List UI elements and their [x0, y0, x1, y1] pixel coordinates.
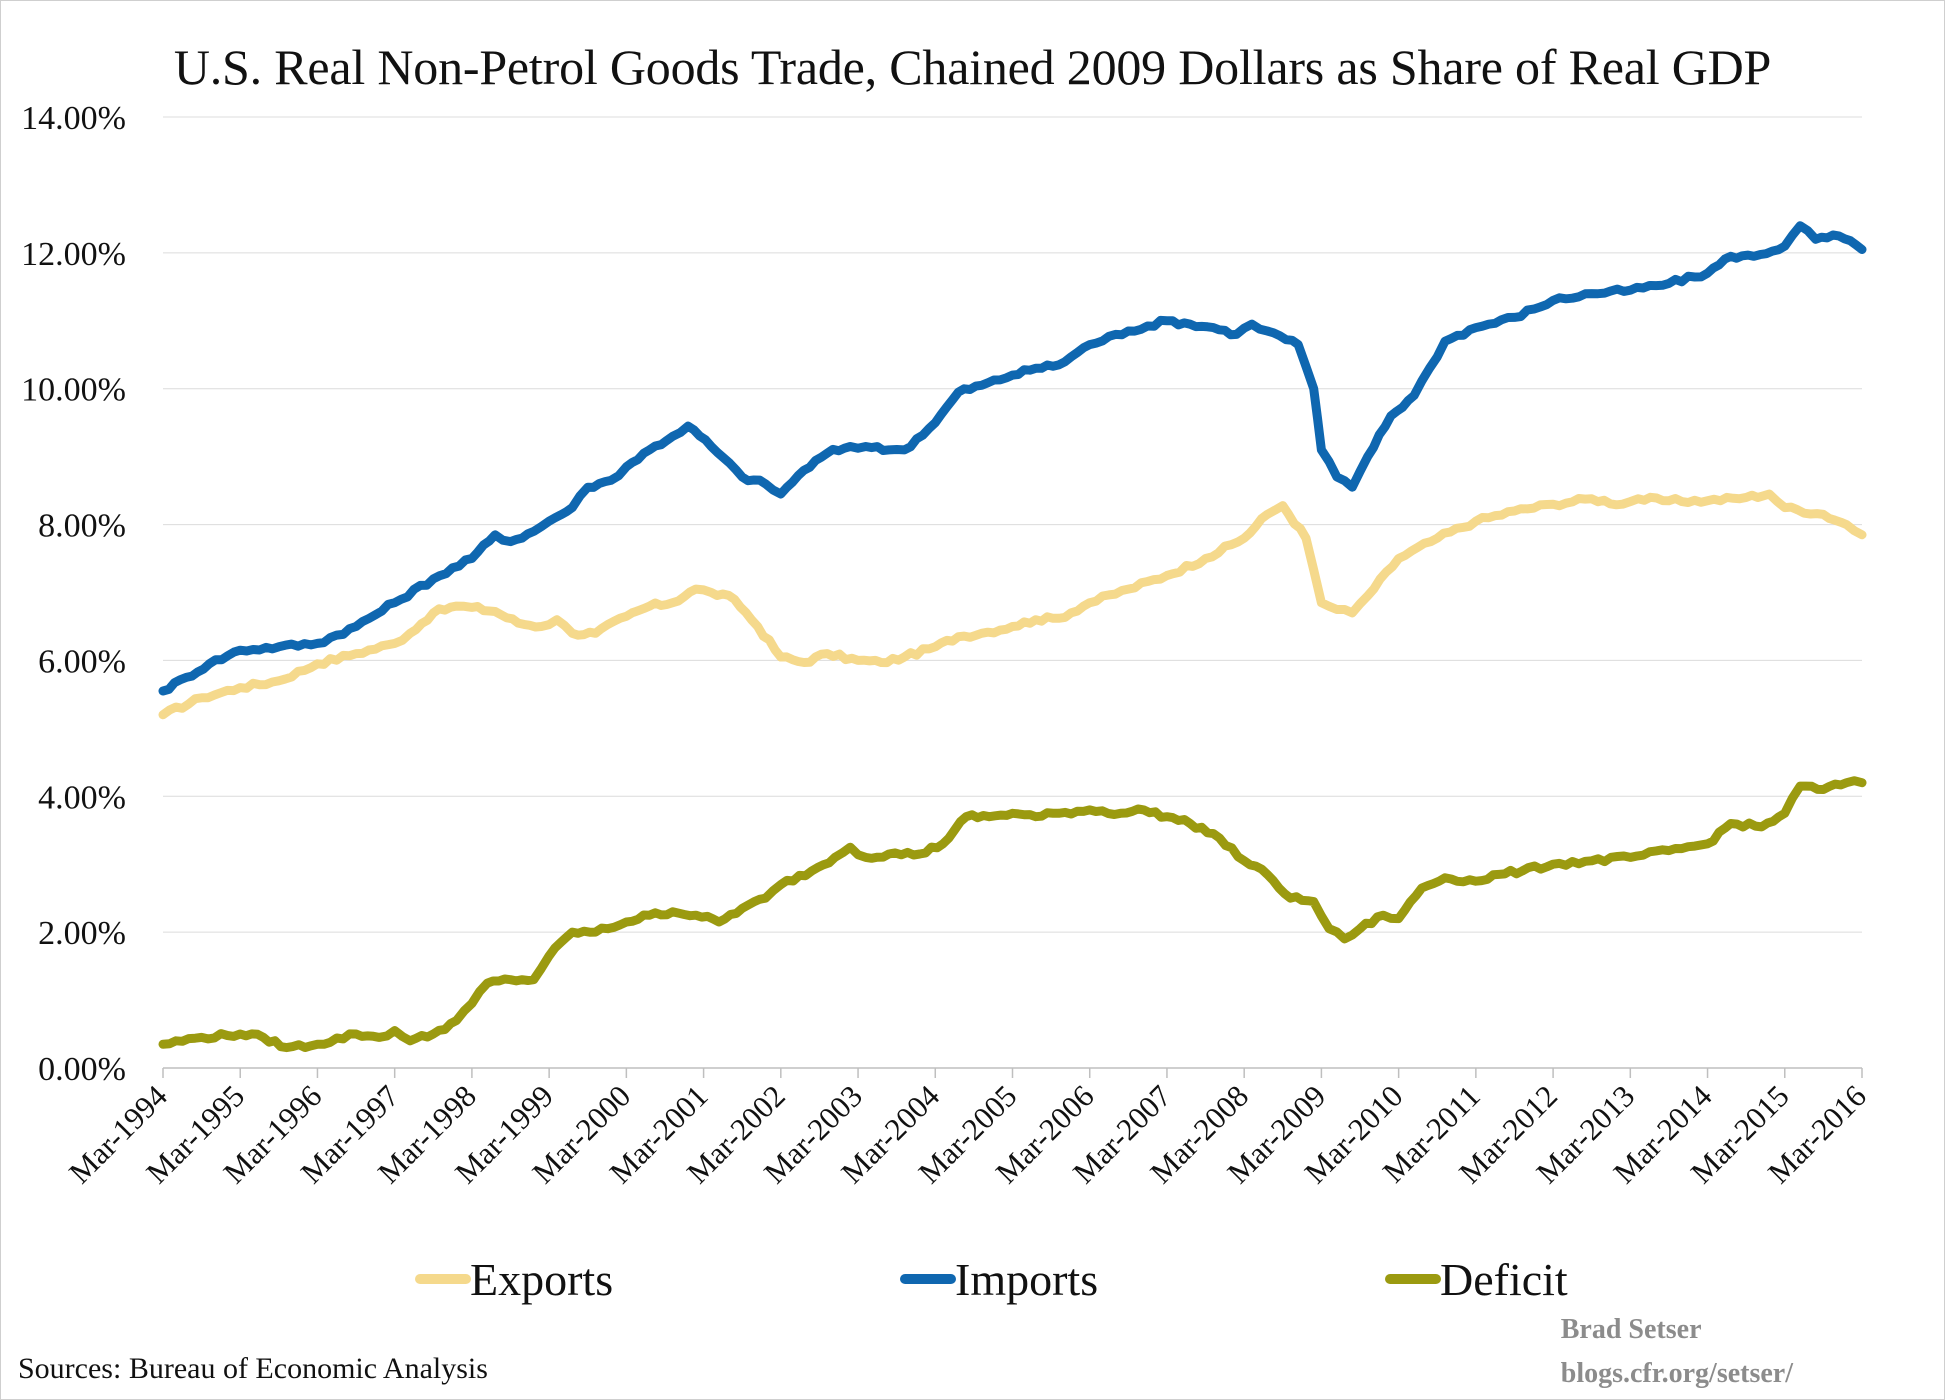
y-tick-label: 12.00% [21, 236, 126, 273]
legend-label: Imports [955, 1254, 1098, 1305]
legend-item-exports: Exports [415, 1254, 613, 1305]
legend: Exports Imports Deficit [415, 1254, 1568, 1305]
y-tick-label: 2.00% [38, 915, 126, 952]
legend-item-imports: Imports [900, 1254, 1098, 1305]
y-tick-label: 14.00% [21, 100, 126, 137]
author-credit: Brad Setser blogs.cfr.org/setser/ [1561, 1308, 1793, 1396]
chart-title: U.S. Real Non-Petrol Goods Trade, Chaine… [173, 39, 1772, 95]
y-tick-label: 8.00% [38, 508, 126, 545]
series-line-deficit [158, 776, 1867, 1053]
y-tick-label: 4.00% [38, 779, 126, 816]
credit-name: Brad Setser [1560, 1314, 1702, 1345]
legend-label: Exports [470, 1254, 613, 1305]
legend-label: Deficit [1440, 1254, 1568, 1305]
y-tick-label: 6.00% [38, 643, 126, 680]
series-lines [158, 221, 1867, 1053]
gridlines [163, 116, 1862, 933]
y-axis: 0.00% 2.00% 4.00% 6.00% 8.00% 10.00% 12.00% 14.… [21, 100, 126, 1088]
credit-site: blogs.cfr.org/setser/ [1560, 1358, 1793, 1389]
source-note: Sources: Bureau of Economic Analysis [18, 1352, 488, 1385]
series-line-exports [158, 489, 1867, 720]
series-line-imports [158, 221, 1867, 696]
y-tick-label: 0.00% [38, 1051, 126, 1088]
legend-item-deficit: Deficit [1385, 1254, 1568, 1305]
y-tick-label: 10.00% [21, 372, 126, 409]
x-axis: Mar-1994Mar-1995Mar-1996Mar-1997Mar-1998… [62, 1067, 1873, 1190]
